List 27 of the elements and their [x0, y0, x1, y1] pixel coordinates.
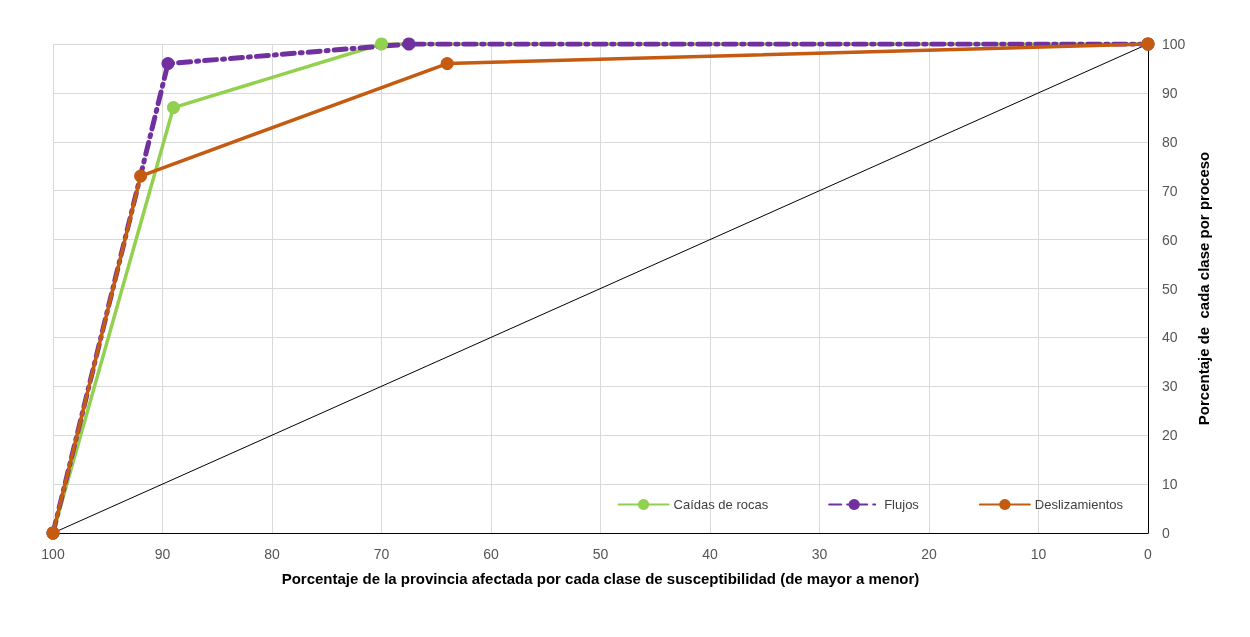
y-tick-label: 40: [1162, 329, 1178, 346]
x-tick-label: 20: [921, 546, 937, 562]
y-tick-label: 100: [1162, 36, 1186, 52]
y-tick-label: 30: [1162, 378, 1178, 395]
legend-label: Deslizamientos: [1034, 497, 1124, 512]
legend-label: Flujos: [884, 497, 920, 512]
y-tick-label: 70: [1162, 182, 1178, 199]
legend-label: Caídas de rocas: [673, 497, 769, 512]
x-tick-label: 80: [264, 546, 280, 562]
x-tick-label: 30: [811, 546, 828, 562]
y-axis-title: Porcentaje de cada clase por proceso: [1195, 151, 1213, 426]
x-tick-label: 40: [702, 546, 718, 562]
x-axis-title: Porcentaje de la provincia afectada por cada clase de susceptibilidad (de mayor a menor): [281, 570, 920, 587]
y-tick-label: 10: [1162, 476, 1178, 493]
x-tick-label: 70: [373, 546, 390, 562]
x-tick-label: 10: [1030, 546, 1047, 562]
x-tick-label: 50: [592, 546, 609, 562]
x-tick-label: 0: [1144, 546, 1153, 562]
x-tick-label: 60: [483, 546, 499, 562]
y-tick-label: 60: [1162, 231, 1178, 248]
x-tick-label: 100: [41, 546, 65, 562]
y-tick-label: 90: [1162, 84, 1178, 101]
y-tick-label: 0: [1162, 525, 1170, 541]
y-tick-label: 50: [1162, 280, 1178, 297]
y-tick-label: 20: [1162, 427, 1178, 444]
y-tick-label: 80: [1162, 133, 1178, 150]
x-tick-label: 90: [154, 546, 171, 562]
